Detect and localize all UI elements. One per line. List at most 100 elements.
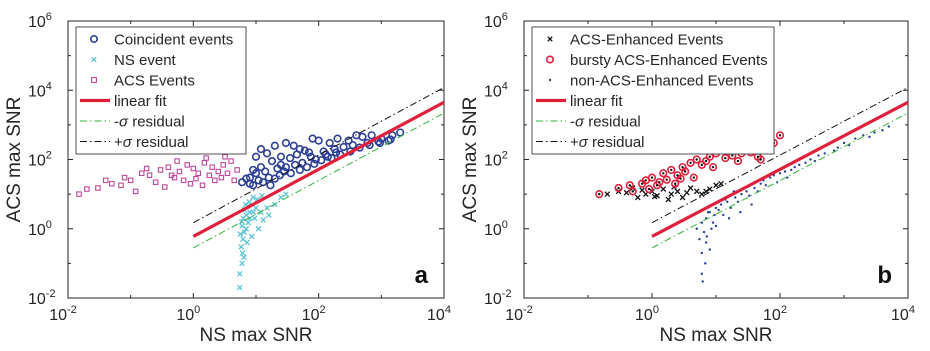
data-point <box>679 194 686 201</box>
data-point <box>168 172 175 179</box>
plus-sigma-residual-line <box>193 87 444 224</box>
data-point <box>775 131 785 140</box>
data-point <box>676 174 685 183</box>
data-point <box>255 225 262 232</box>
minus-sigma-residual-line <box>193 112 444 249</box>
data-point <box>281 138 290 148</box>
legend-item: ACS Events <box>91 73 195 90</box>
data-point <box>239 250 246 256</box>
data-point <box>199 182 206 189</box>
data-point <box>614 183 623 193</box>
legend-item: linear fit <box>536 93 623 110</box>
data-point <box>721 153 730 163</box>
data-point <box>121 174 128 181</box>
data-point <box>302 163 312 172</box>
legend-label: non-ACS-Enhanced Events <box>570 73 753 90</box>
data-point <box>243 225 250 232</box>
legend: Coincident events NS event ACS Events linea… <box>75 26 247 155</box>
data-point <box>261 167 270 176</box>
data-point <box>237 231 244 237</box>
y-tick-label: 102 <box>28 150 52 170</box>
data-point <box>790 168 793 172</box>
data-point <box>314 136 323 145</box>
legend-box <box>75 26 247 155</box>
data-point <box>817 154 820 157</box>
data-point <box>300 146 309 155</box>
data-point <box>717 208 720 212</box>
data-point <box>708 248 711 251</box>
data-point <box>745 190 748 193</box>
legend-label: +σ residual <box>114 134 189 151</box>
y-tick-label: 104 <box>28 80 52 100</box>
data-point <box>733 156 743 166</box>
data-point <box>236 270 243 277</box>
data-point-center <box>644 179 647 182</box>
x-tick-label: 10-2 <box>49 304 77 324</box>
data-point <box>242 174 251 183</box>
chart-panel-b: 10-2 100 102 104 10-2 100 102 104 106 NS max SNR A… <box>460 11 915 346</box>
data-point <box>251 152 261 161</box>
data-point <box>714 224 718 228</box>
legend: ACS-Enhanced Events bursty ACS-Enhanced E… <box>531 26 775 155</box>
data-point-center <box>658 181 661 184</box>
data-point <box>209 164 215 170</box>
data-point <box>683 189 690 196</box>
data-point <box>292 150 302 159</box>
legend-label: Coincident events <box>114 32 233 49</box>
legend-label: -σ residual <box>570 114 641 131</box>
legend-label: linear fit <box>570 93 623 110</box>
y-tick-label: 100 <box>484 219 508 239</box>
data-point <box>700 221 704 224</box>
data-point <box>704 262 707 265</box>
legend-item: -σ residual <box>80 114 185 131</box>
data-point <box>266 181 275 190</box>
data-point <box>668 191 675 197</box>
minus-sigma-residual-line <box>651 112 908 249</box>
data-point <box>180 177 187 184</box>
data-point <box>339 142 348 152</box>
data-point <box>701 280 704 283</box>
data-point <box>247 209 253 216</box>
data-point <box>143 165 150 172</box>
x-tick-label: 100 <box>176 304 200 324</box>
data-point <box>84 186 90 192</box>
legend-label: NS event <box>114 52 177 69</box>
data-point <box>174 158 180 164</box>
data-point <box>281 163 290 172</box>
data-point <box>704 241 708 244</box>
data-point <box>256 163 266 172</box>
data-point <box>249 181 258 190</box>
data-point <box>655 178 664 187</box>
data-point <box>665 196 672 203</box>
data-point <box>367 131 376 140</box>
data-point-center <box>640 182 644 185</box>
data-point <box>660 186 667 192</box>
data-point <box>662 175 671 184</box>
data-point <box>260 217 266 223</box>
data-point <box>295 165 304 175</box>
data-point <box>239 260 245 267</box>
data-point <box>388 131 397 140</box>
data-point-center <box>655 184 659 187</box>
data-point <box>132 188 139 195</box>
data-point-center <box>676 174 679 177</box>
y-tick-label: 106 <box>28 11 52 31</box>
data-point <box>95 185 101 191</box>
data-point-center <box>778 134 782 137</box>
data-point <box>706 186 713 192</box>
data-point <box>634 194 641 201</box>
data-point <box>256 144 266 154</box>
legend-label: -σ residual <box>114 114 185 131</box>
data-point <box>265 212 272 218</box>
data-point <box>375 138 385 148</box>
data-point-center <box>689 161 692 165</box>
data-point <box>887 125 890 128</box>
legend-label: +σ residual <box>570 134 645 151</box>
data-point <box>344 136 353 145</box>
y-tick-label: 100 <box>28 219 52 239</box>
chart-panel-a: 10-2 100 102 104 10-2 100 102 104 106 NS max SNR A… <box>4 11 451 346</box>
data-point-center <box>681 165 684 169</box>
legend-item: +σ residual <box>80 134 189 151</box>
data-point-center <box>662 172 665 175</box>
